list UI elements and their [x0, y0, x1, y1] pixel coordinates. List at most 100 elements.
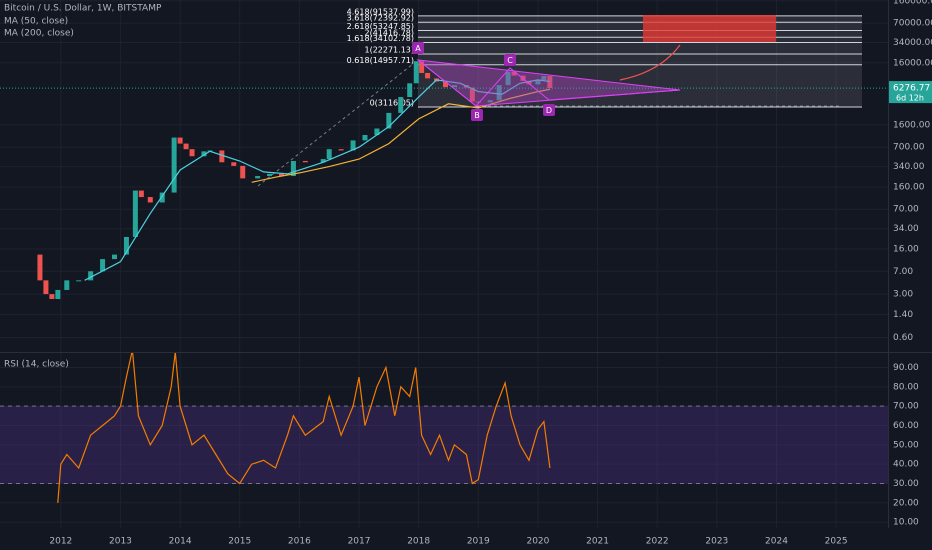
candle: [442, 81, 448, 88]
candle: [326, 149, 332, 160]
fib-label: 2.618(53247.85): [347, 22, 414, 31]
candle: [255, 176, 261, 179]
candle: [177, 137, 183, 144]
y-tick-label: 34000.00: [893, 38, 932, 48]
y-tick-label: 80.00: [893, 382, 919, 392]
pattern-point-box: [412, 42, 424, 54]
candle: [159, 192, 165, 203]
pattern-point: D: [546, 106, 552, 115]
y-tick-label: 160000.00: [893, 0, 932, 6]
candle: [362, 135, 368, 141]
candle: [267, 173, 273, 177]
y-tick-label: 160.00: [893, 182, 925, 192]
y-tick-label: 0.60: [893, 333, 913, 343]
y-tick-label: 16000.00: [893, 58, 932, 68]
moving-average: [84, 79, 550, 281]
candle: [49, 294, 55, 300]
x-tick-label: 2017: [348, 537, 371, 547]
candle: [451, 85, 457, 88]
candle: [302, 160, 308, 163]
countdown-label: 6d 12h: [896, 94, 924, 103]
candle: [231, 162, 237, 166]
candle: [100, 259, 106, 272]
rsi-band: [0, 406, 888, 484]
candle: [76, 280, 82, 282]
y-tick-label: 340.00: [893, 162, 925, 172]
y-tick-label: 50.00: [893, 440, 919, 450]
candle: [112, 254, 118, 260]
pattern-point-box: [471, 109, 483, 121]
rsi-plot: [57, 353, 551, 503]
x-tick-label: 2020: [526, 537, 549, 547]
candle: [55, 289, 61, 300]
pattern-labels: A B C D: [412, 42, 555, 121]
candle: [201, 151, 207, 157]
candle: [469, 87, 475, 102]
x-tick-label: 2015: [228, 537, 251, 547]
candle: [425, 72, 431, 79]
y-tick-label: 10.00: [893, 518, 919, 528]
candle: [183, 143, 189, 150]
pattern-point-box: [543, 104, 555, 116]
x-tick-label: 2016: [288, 537, 311, 547]
y-tick-label: 40.00: [893, 460, 919, 470]
x-tick-label: 2024: [765, 537, 788, 547]
y-tick-label: 20.00: [893, 498, 919, 508]
y-tick-label: 70.00: [893, 205, 919, 215]
y-tick-label: 70000.00: [893, 19, 932, 29]
candle: [138, 190, 144, 198]
candle: [189, 149, 195, 157]
legend-item: MA (50, close): [4, 17, 68, 27]
candle: [496, 85, 502, 101]
y-tick-label: 3.00: [893, 290, 913, 300]
legend-item: MA (200, close): [4, 29, 74, 39]
pattern-point: B: [474, 111, 480, 120]
main-grid: [0, 0, 888, 352]
fib-label: 0(3116.05): [370, 98, 414, 107]
candle: [526, 80, 532, 85]
candle: [374, 128, 380, 136]
fib-label: 3.618(72392.92): [347, 14, 414, 23]
candle: [123, 236, 129, 255]
rsi-title: RSI (14, close): [4, 360, 69, 370]
x-tick-label: 2013: [109, 537, 132, 547]
x-tick-label: 2023: [705, 537, 728, 547]
candle: [320, 159, 326, 163]
candle: [278, 173, 284, 177]
y-tick-label: 1600.00: [893, 120, 930, 130]
target-zone: [643, 15, 776, 42]
candle: [350, 140, 356, 151]
pattern-point: A: [415, 44, 421, 53]
x-tick-label: 2018: [407, 537, 430, 547]
candle: [541, 76, 547, 80]
abcd-pattern: [417, 59, 681, 107]
fib-label: 0.618(14957.71): [347, 56, 414, 65]
x-tick-label: 2021: [586, 537, 609, 547]
y-tick-label: 30.00: [893, 479, 919, 489]
chart-title: Bitcoin / U.S. Dollar, 1W, BITSTAMP: [4, 4, 162, 14]
fib-label: 1.618(34102.78): [347, 34, 414, 43]
candle: [147, 197, 153, 203]
x-tick-label: 2025: [825, 537, 848, 547]
candle: [386, 112, 392, 129]
price-plot: [37, 61, 553, 300]
y-tick-label: 1.40: [893, 310, 913, 320]
y-tick-label: 16.00: [893, 245, 919, 255]
candle: [547, 76, 553, 89]
fib-label: 4.618(91537.99): [347, 7, 414, 16]
candle: [132, 190, 138, 237]
candle: [407, 83, 413, 98]
x-tick-label: 2019: [467, 537, 490, 547]
y-tick-label: 7.00: [893, 267, 913, 277]
x-tick-label: 2022: [646, 537, 669, 547]
candle: [43, 280, 49, 295]
candle: [171, 137, 177, 193]
candle: [398, 97, 404, 113]
candle: [88, 271, 94, 281]
pattern-point: C: [507, 56, 513, 65]
fib-label: 1(22271.13): [364, 45, 414, 54]
moving-average: [251, 88, 551, 183]
fibonacci-extension: 4.618(91537.99)3.618(72392.92)2.618(5324…: [347, 7, 862, 108]
